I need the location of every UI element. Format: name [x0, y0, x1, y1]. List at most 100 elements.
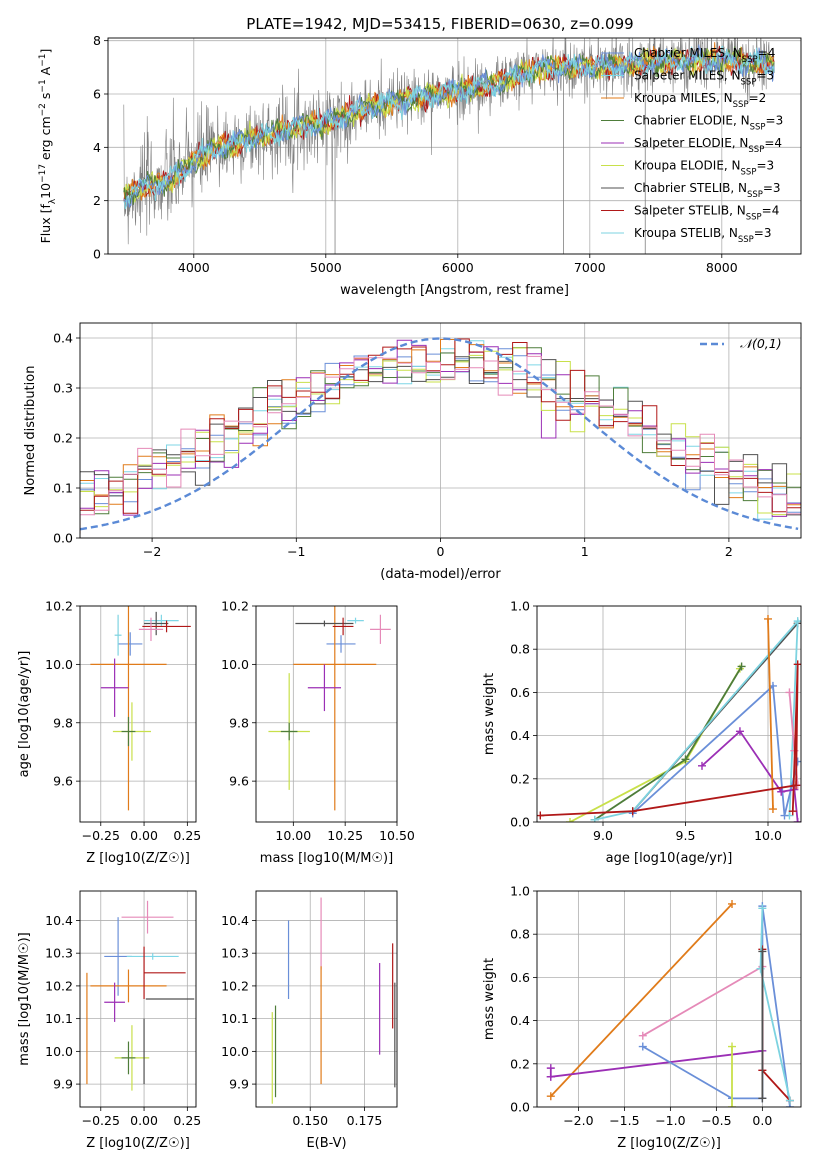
weight-series-line — [550, 1049, 763, 1078]
z-age-panel: −0.25 0.00 0.25 9.6 9.8 10.0 10.2 Z [log10(Z/Z☉… — [17, 599, 201, 867]
x-tick-label: 0.25 — [173, 828, 201, 843]
legend-sub: SSP — [733, 100, 749, 110]
legend-tail: =3 — [756, 69, 774, 83]
weight-point-marker — [758, 947, 767, 956]
y-tick-label: 9.6 — [229, 774, 249, 789]
x-tick-label: 4000 — [178, 260, 210, 275]
error-bar-point — [142, 620, 191, 633]
y-tick-label: 10.1 — [45, 1011, 73, 1026]
x-tick-label: −0.5 — [701, 1113, 731, 1128]
error-bar-point — [326, 635, 356, 653]
axes-frame — [79, 605, 197, 823]
x-tick-label: 7000 — [574, 260, 606, 275]
x-tick-label: −1.0 — [655, 1113, 685, 1128]
weight-point-marker — [777, 787, 786, 796]
x-axis-label: Z [log10(Z/Z☉)] — [617, 1136, 721, 1151]
gaussian-curve — [80, 337, 799, 531]
weight-point-marker — [566, 818, 574, 822]
plot-area — [546, 899, 794, 1107]
axes-frame — [79, 890, 197, 1108]
legend-sub: SSP — [742, 55, 758, 65]
x-tick-label: −0.25 — [82, 1113, 120, 1128]
y-axis-label-part: A — [38, 66, 53, 79]
x-tick-label: −1.5 — [609, 1113, 639, 1128]
x-tick-label: 10.25 — [327, 828, 363, 843]
weight-series-line — [642, 965, 764, 1071]
legend-sub: SSP — [738, 235, 754, 245]
legend-tail: =4 — [764, 136, 782, 150]
x-tick-label: 0.150 — [292, 1113, 328, 1128]
y-tick-label: 10.3 — [45, 946, 73, 961]
legend-sub: SSP — [747, 190, 763, 200]
y-tick-label: 0.8 — [510, 927, 530, 942]
y-tick-label: 1.0 — [510, 599, 530, 614]
weight-series — [546, 1064, 555, 1081]
x-tick-label: 0.00 — [130, 828, 158, 843]
legend-label: Kroupa MILES, N — [634, 91, 733, 105]
legend-entry: Kroupa STELIB, NSSP=3 — [634, 226, 772, 245]
x-tick-label: 10.50 — [379, 828, 415, 843]
error-bar-point — [138, 617, 164, 642]
x-tick-label: −0.25 — [82, 828, 120, 843]
residual-histogram-kroupa-elodie — [80, 347, 801, 519]
legend-tail: =4 — [762, 204, 780, 218]
y-axis-label: age [log10(age/yr)] — [17, 651, 32, 778]
y-tick-label: 10.2 — [221, 978, 249, 993]
y-axis-label: Normed distribution — [23, 366, 38, 496]
weight-point-marker — [546, 1072, 555, 1081]
legend-entry: Chabrier STELIB, NSSP=3 — [634, 181, 781, 200]
legend-sub: SSP — [741, 168, 757, 178]
plot-area — [86, 900, 195, 1091]
weight-point-marker — [788, 807, 797, 816]
y-tick-label: 10.4 — [221, 913, 249, 928]
grid — [256, 605, 398, 822]
weight-point-marker — [628, 807, 637, 816]
legend-label: Chabrier MILES, N — [634, 46, 742, 60]
y-tick-label: 10.2 — [221, 599, 249, 614]
error-bar-point — [114, 614, 122, 656]
weight-series — [758, 947, 767, 1103]
figure-title: PLATE=1942, MJD=53415, FIBERID=0630, z=0… — [246, 15, 633, 33]
legend-entry: Salpeter MILES, NSSP=3 — [634, 69, 774, 88]
weight-series-line — [594, 618, 799, 821]
legend-label: Salpeter ELODIE, N — [634, 136, 748, 150]
weight-series-line — [550, 903, 733, 1097]
error-bar-point — [332, 617, 354, 636]
plot-area — [90, 606, 191, 811]
spectrum-panel: 4000 5000 6000 7000 8000 0 2 4 6 8 wavelength [Ang… — [38, 33, 802, 298]
error-bar-point — [90, 606, 167, 811]
y-axis-label-part: s — [38, 93, 53, 104]
y-tick-label: 10.0 — [221, 1044, 249, 1059]
x-axis-label: Z [log10(Z/Z☉)] — [86, 851, 190, 866]
weight-point-marker — [681, 755, 690, 764]
y-tick-label: 0.6 — [510, 970, 530, 985]
weight-point-marker — [537, 811, 545, 820]
weight-point-marker — [638, 1042, 647, 1051]
y-tick-label: 0.1 — [53, 481, 73, 496]
legend-sub: SSP — [748, 145, 764, 155]
y-tick-label: 8 — [93, 33, 101, 48]
z-weight-panel: −2.0 −1.5 −1.0 −0.5 0.0 0.0 0.2 0.4 0.6 0.8 1.0 Z [… — [482, 884, 802, 1151]
ebv-mass-panel: 0.150 0.175 9.9 10.0 10.1 10.2 10.3 10.4 E(B-V) — [221, 890, 398, 1151]
weight-point-marker — [793, 818, 801, 822]
plot-area — [123, 38, 775, 254]
error-bar-point — [144, 611, 169, 636]
weight-point-marker — [792, 781, 801, 790]
x-tick-label: 0 — [437, 544, 445, 559]
grid — [256, 891, 397, 1107]
y-tick-label: 0.2 — [510, 771, 530, 786]
legend-label: Salpeter STELIB, N — [634, 204, 746, 218]
y-axis-label: mass weight — [482, 673, 497, 755]
y-axis-label: mass [log10(M/M☉)] — [17, 932, 32, 1065]
legend-sub: SSP — [750, 123, 766, 133]
residual-histogram-pink — [80, 355, 801, 529]
x-tick-label: 0.0 — [752, 1113, 772, 1128]
y-tick-label: 9.8 — [53, 715, 73, 730]
model-spectrum-line-kroupa-elodie — [123, 46, 775, 203]
y-tick-label: 10.4 — [45, 913, 73, 928]
age-weight-panel: 9.0 9.5 10.0 0.0 0.2 0.4 0.6 0.8 1.0 age [log10(a… — [482, 599, 802, 866]
weight-point-marker — [728, 1042, 737, 1051]
weight-point-marker — [785, 1096, 794, 1105]
plot-area — [80, 337, 801, 534]
y-tick-label: 0.6 — [510, 685, 530, 700]
